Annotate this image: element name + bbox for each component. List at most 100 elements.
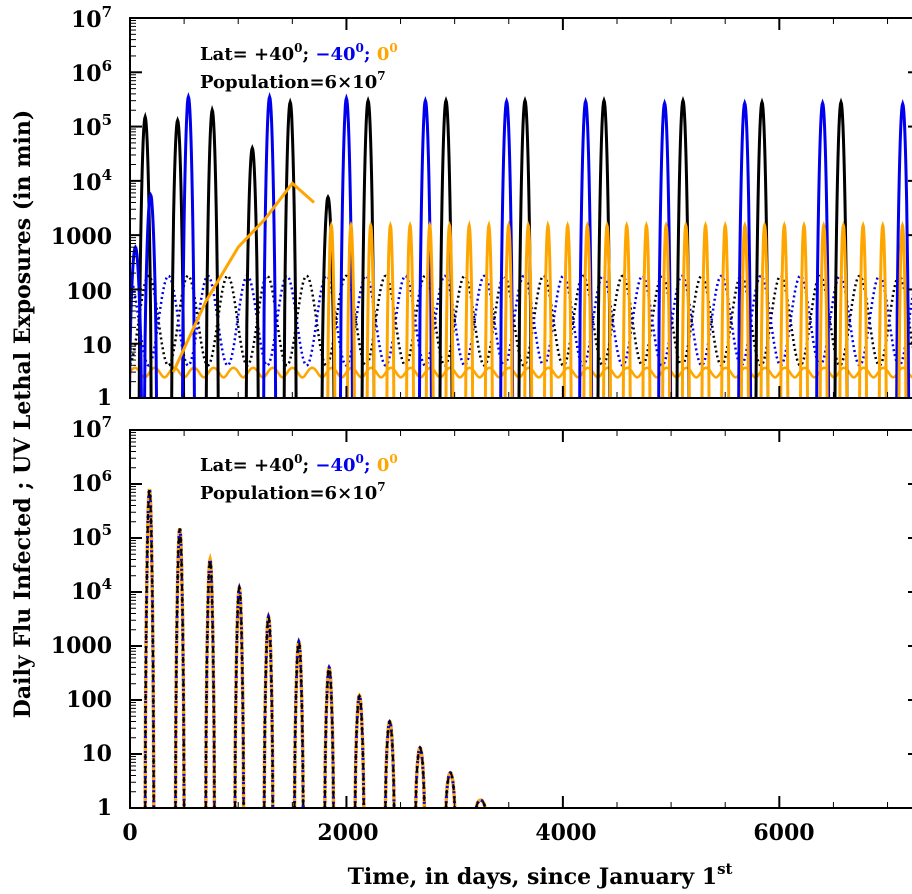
flu-peak-equator (759, 220, 770, 398)
y-tick-label: 10 (81, 741, 112, 767)
top-panel-frame (129, 17, 912, 399)
flu-peak-south (578, 96, 594, 398)
bottom-latitude-legend: Lat= +400; −400; 00 (200, 452, 398, 476)
flu-peak-south (815, 98, 831, 398)
flu-peak-south (181, 91, 196, 398)
flu-peak-equator (405, 220, 415, 398)
flu-peak-equator (720, 220, 731, 398)
flu-peak-equator (562, 220, 573, 398)
y-tick-label: 10 (81, 333, 112, 359)
bottom-panel-plot (143, 488, 487, 808)
flu-peak-north (170, 115, 186, 398)
top-latitude-legend: Lat= +400; −400; 00 (200, 41, 398, 65)
flu-peak-equator (464, 219, 475, 398)
flu-peak-south (657, 98, 673, 398)
top-annotation: Lat= +400; −400; 00 Population=6×107 (200, 41, 398, 93)
flu-peak-south (143, 488, 156, 808)
flu-peak-equator (799, 220, 809, 398)
flu-peak-north (517, 95, 533, 398)
y-tick-label: 105 (71, 521, 112, 551)
bottom-population-label: Population=6×107 (200, 480, 386, 504)
flu-peak-north (445, 771, 456, 808)
x-tick-labels: 0 2000 4000 6000 (122, 820, 814, 846)
bottom-annotation: Lat= +400; −400; 00 Population=6×107 (200, 452, 398, 504)
flu-peak-equator (503, 219, 514, 398)
flu-peak-equator (779, 220, 790, 398)
flu-peak-equator (641, 220, 652, 398)
flu-peak-north (282, 97, 298, 398)
flu-peak-north (833, 97, 849, 398)
flu-peak-equator (897, 220, 908, 398)
y-tick-label: 106 (71, 57, 112, 87)
flu-peak-north (354, 693, 365, 808)
flu-peak-equator (204, 552, 217, 808)
flu-peak-south (737, 98, 753, 398)
flu-peak-south (444, 770, 457, 808)
flu-peak-south (262, 91, 278, 398)
flu-peak-north (754, 97, 770, 398)
flu-peak-equator (326, 220, 337, 398)
y-tick-label: 1000 (51, 633, 112, 659)
y-tick-label: 100 (66, 687, 112, 713)
uv-exposure-line-north (130, 274, 912, 367)
y-tick-label: 107 (71, 413, 112, 443)
flu-peak-south (143, 191, 158, 398)
y-tick-label: 104 (71, 575, 112, 605)
flu-peak-equator (346, 220, 356, 398)
x-tick-label: 0 (122, 820, 137, 846)
y-tick-label: 1 (97, 385, 112, 411)
top-y-tick-labels: 1 10 100 1000 104 105 106 107 (51, 3, 112, 411)
flu-peak-equator (444, 220, 455, 398)
flu-peak-north (263, 613, 274, 808)
flu-peak-north (234, 584, 245, 808)
bottom-y-tick-labels: 1 10 100 1000 104 105 106 107 (51, 413, 112, 821)
top-population-label: Population=6×107 (200, 69, 386, 93)
flu-peak-north (244, 144, 260, 398)
x-axis-label: Time, in days, since January 1st (348, 860, 733, 890)
y-tick-label: 106 (71, 467, 112, 497)
flu-peak-north (475, 799, 486, 808)
y-tick-label: 107 (71, 3, 112, 33)
flu-peak-north (384, 719, 396, 808)
x-tick-label: 6000 (753, 820, 814, 846)
flu-peak-south (323, 664, 335, 808)
bottom-panel-frame (129, 429, 912, 809)
flu-peak-equator (838, 220, 849, 398)
flu-peak-equator (700, 220, 711, 398)
flu-peak-equator (365, 220, 376, 398)
flu-peak-equator (385, 220, 396, 398)
flu-peak-equator (680, 220, 691, 398)
flu-peak-south (339, 93, 354, 398)
flu-peak-equator (523, 219, 534, 398)
y-tick-label: 104 (71, 166, 112, 196)
flu-peak-equator (483, 219, 494, 398)
axis-ticks (129, 17, 912, 809)
flu-peak-south (293, 637, 305, 808)
flu-peak-north (174, 528, 186, 808)
flu-peak-north (438, 95, 454, 398)
flu-peak-north (293, 638, 305, 808)
flu-peak-north (414, 746, 426, 808)
y-tick-label: 1 (97, 795, 112, 821)
flu-peak-south (499, 96, 515, 398)
flu-peak-equator (661, 220, 672, 398)
flu-peak-equator (621, 220, 632, 398)
flu-peak-equator (858, 220, 868, 398)
y-tick-label: 105 (71, 111, 112, 141)
y-tick-label: 1000 (51, 224, 112, 250)
y-tick-label: 100 (66, 279, 112, 305)
uv-exposure-line-south (130, 274, 912, 367)
flu-rise-equator (171, 181, 315, 373)
flu-peak-equator (543, 219, 553, 398)
x-tick-label: 4000 (535, 820, 596, 846)
flu-peak-south (418, 95, 433, 398)
flu-peak-equator (602, 220, 612, 398)
flu-peak-north (204, 104, 220, 398)
flu-peak-equator (818, 220, 829, 398)
flu-peak-equator (877, 220, 888, 398)
flu-peak-south (353, 692, 366, 808)
flu-peak-equator (424, 220, 435, 398)
top-panel-plot (130, 91, 912, 398)
flu-peak-south (895, 98, 911, 398)
